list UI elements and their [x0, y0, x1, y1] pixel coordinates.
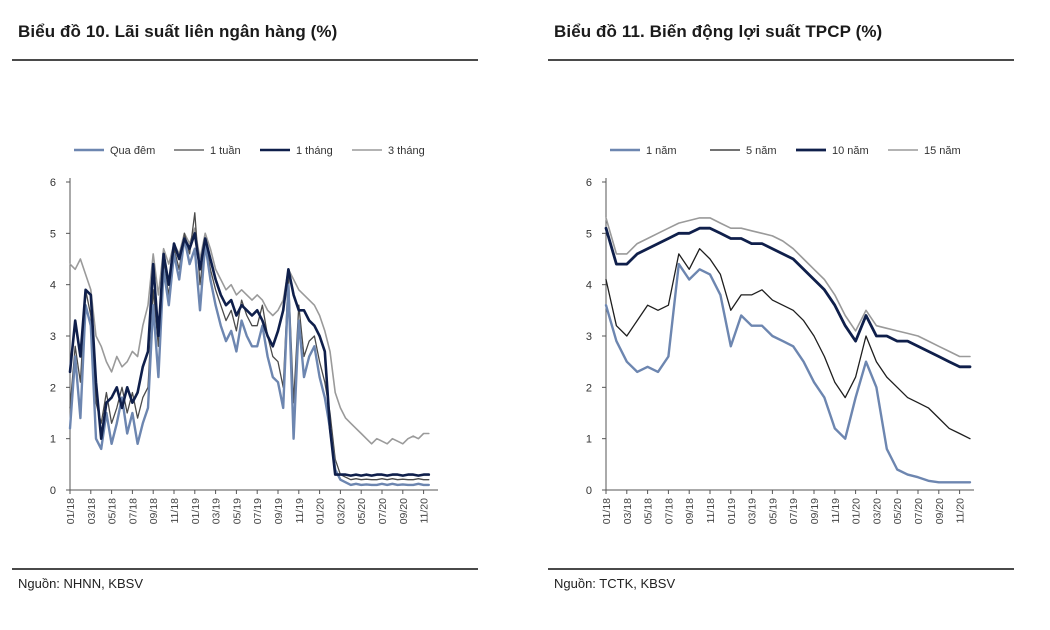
legend-label: 1 năm: [646, 145, 677, 157]
y-tick-label: 3: [50, 331, 56, 343]
title-divider: [12, 59, 478, 61]
legend-label: 1 tháng: [296, 145, 333, 157]
x-tick-label: 09/20: [934, 498, 946, 524]
series-line-15-năm: [605, 217, 971, 358]
chart-panel-interbank: Biểu đồ 10. Lãi suất liên ngân hàng (%) …: [12, 0, 482, 630]
title-divider: [548, 59, 1014, 61]
chart-title: Biểu đồ 10. Lãi suất liên ngân hàng (%): [18, 22, 338, 41]
series-line-3-tháng: [69, 227, 430, 445]
y-tick-label: 6: [586, 177, 592, 189]
y-tick-label: 4: [50, 280, 56, 292]
legend: 1 năm 5 năm 10 năm 15 năm: [610, 145, 961, 157]
y-tick-label: 4: [586, 280, 592, 292]
legend-label: 1 tuần: [210, 145, 241, 157]
source-divider: [548, 568, 1014, 570]
x-tick-label: 01/19: [190, 498, 202, 524]
source-divider: [12, 568, 478, 570]
series-line-1-năm: [604, 262, 972, 484]
legend-label: 15 năm: [924, 145, 961, 157]
x-tick-label: 01/20: [851, 498, 863, 524]
x-tick-label: 05/18: [107, 498, 119, 524]
bond-yield-chart: 1 năm 5 năm 10 năm 15 năm 0 1 2 3 4 5 6 01/18 03/18 0…: [586, 145, 974, 524]
x-tick-label: 05/19: [767, 498, 779, 524]
x-tick-label: 11/20: [419, 498, 431, 524]
series-line-1-tuần: [69, 212, 430, 481]
y-tick-label: 3: [586, 331, 592, 343]
x-tick-label: 11/20: [955, 498, 967, 524]
x-tick-label: 01/20: [315, 498, 327, 524]
y-tick-label: 0: [50, 485, 56, 497]
x-tick-label: 07/19: [252, 498, 264, 524]
x-tick-label: 11/19: [830, 498, 842, 524]
x-tick-label: 05/20: [892, 498, 904, 524]
legend-label: 10 năm: [832, 145, 869, 157]
y-tick-label: 6: [50, 177, 56, 189]
x-tick-label: 03/20: [871, 498, 883, 524]
x-tick-label: 09/20: [398, 498, 410, 524]
series-line-Qua-đêm: [68, 237, 430, 487]
x-tick-label: 05/20: [356, 498, 368, 524]
interbank-rate-chart: Qua đêm 1 tuần 1 tháng 3 tháng 0 1 2 3 4 5 6 01/18 0…: [50, 145, 438, 524]
y-tick-label: 2: [586, 382, 592, 394]
x-tick-label: 07/18: [663, 498, 675, 524]
x-tick-label: 03/19: [747, 498, 759, 524]
x-tick-label: 03/19: [211, 498, 223, 524]
x-tick-label: 01/19: [726, 498, 738, 524]
legend: Qua đêm 1 tuần 1 tháng 3 tháng: [74, 145, 425, 157]
series-line-10-năm: [604, 226, 972, 369]
x-tick-label: 09/19: [273, 498, 285, 524]
y-tick-label: 0: [586, 485, 592, 497]
chart-source: Nguồn: NHNN, KBSV: [18, 576, 143, 591]
y-tick-label: 5: [586, 228, 592, 240]
x-tick-label: 01/18: [601, 498, 613, 524]
x-tick-label: 01/18: [65, 498, 77, 524]
legend-label: Qua đêm: [110, 145, 155, 157]
x-tick-label: 03/18: [622, 498, 634, 524]
chart-panel-bond-yield: Biểu đồ 11. Biến động lợi suất TPCP (%) …: [548, 0, 1018, 630]
chart-title: Biểu đồ 11. Biến động lợi suất TPCP (%): [554, 22, 883, 41]
series-line-1-tháng: [68, 232, 431, 477]
y-tick-label: 1: [50, 434, 56, 446]
x-tick-label: 03/20: [335, 498, 347, 524]
x-tick-label: 03/18: [86, 498, 98, 524]
x-tick-label: 05/18: [643, 498, 655, 524]
x-tick-label: 09/19: [809, 498, 821, 524]
series-line-5-năm: [605, 248, 971, 440]
x-tick-label: 11/18: [705, 498, 717, 524]
x-tick-label: 09/18: [148, 498, 160, 524]
x-tick-label: 11/18: [169, 498, 181, 524]
y-tick-label: 1: [586, 434, 592, 446]
x-tick-label: 07/19: [788, 498, 800, 524]
x-tick-label: 09/18: [684, 498, 696, 524]
legend-label: 3 tháng: [388, 145, 425, 157]
chart-source: Nguồn: TCTK, KBSV: [554, 576, 676, 591]
y-tick-label: 2: [50, 382, 56, 394]
x-tick-label: 07/20: [913, 498, 925, 524]
y-tick-label: 5: [50, 228, 56, 240]
x-tick-label: 07/20: [377, 498, 389, 524]
x-tick-label: 11/19: [294, 498, 306, 524]
x-tick-label: 05/19: [231, 498, 243, 524]
legend-label: 5 năm: [746, 145, 777, 157]
x-tick-label: 07/18: [127, 498, 139, 524]
